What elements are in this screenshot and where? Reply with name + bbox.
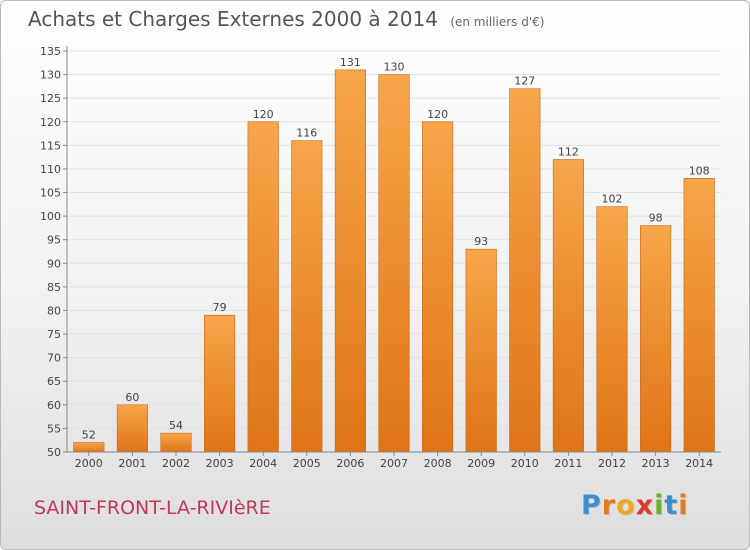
bar-value-label: 112	[558, 146, 579, 159]
x-tick-label: 2006	[336, 457, 364, 470]
x-tick-label: 2005	[293, 457, 321, 470]
logo-letter: o	[616, 490, 636, 521]
bar-value-label: 79	[213, 301, 227, 314]
bar	[422, 121, 454, 453]
bar	[552, 159, 584, 453]
y-tick-label: 130	[40, 69, 61, 82]
x-tick-label: 2011	[554, 457, 582, 470]
y-tick-label: 50	[47, 446, 61, 459]
x-tick-label: 2010	[511, 457, 539, 470]
logo-letter: i	[678, 490, 689, 521]
chart-title-block: Achats et Charges Externes 2000 à 2014 (…	[28, 7, 544, 31]
y-tick-label: 90	[47, 257, 61, 270]
bar	[160, 432, 192, 453]
bar-value-label: 98	[649, 212, 663, 225]
bar	[596, 206, 628, 453]
bar-value-label: 131	[340, 56, 361, 69]
bar-value-label: 108	[689, 164, 710, 177]
city-name: SAINT-FRONT-LA-RIVIèRE	[34, 497, 271, 519]
x-tick-label: 2008	[424, 457, 452, 470]
x-tick-label: 2013	[642, 457, 670, 470]
bar-value-label: 120	[427, 108, 448, 121]
bar	[291, 140, 323, 453]
x-tick-label: 2007	[380, 457, 408, 470]
proxiti-logo: Proxiti	[581, 490, 689, 521]
x-tick-label: 2004	[249, 457, 277, 470]
bar	[204, 314, 236, 453]
logo-letter: x	[635, 490, 655, 521]
logo-letter: P	[581, 490, 602, 521]
bar-value-label: 116	[296, 127, 317, 140]
bars-layer: 52 60 54 79 120 116 131 130 120 93 127 112 102 98 108	[73, 56, 715, 453]
y-tick-label: 70	[47, 352, 61, 365]
bar	[465, 248, 497, 453]
x-tick-label: 2014	[685, 457, 713, 470]
chart-title: Achats et Charges Externes 2000 à 2014	[28, 7, 438, 31]
x-tick-label: 2009	[467, 457, 495, 470]
y-tick-label: 105	[40, 187, 61, 200]
bar-value-label: 127	[514, 75, 535, 88]
y-tick-label: 135	[40, 45, 61, 58]
y-tick-label: 75	[47, 328, 61, 341]
y-tick-label: 125	[40, 92, 61, 105]
bar	[73, 442, 105, 453]
y-tick-label: 110	[40, 163, 61, 176]
y-tick-label: 65	[47, 375, 61, 388]
x-tick-label: 2001	[118, 457, 146, 470]
logo-letter: r	[601, 490, 617, 521]
bar-value-label: 120	[253, 108, 274, 121]
bar-value-label: 130	[384, 61, 405, 74]
chart-subtitle: (en milliers d'€)	[450, 15, 545, 29]
bar	[247, 121, 279, 453]
y-tick-label: 60	[47, 399, 61, 412]
bar-value-label: 93	[474, 235, 488, 248]
y-tick-label: 80	[47, 304, 61, 317]
axis-layer: 50 55 60 65 70 75 80 85 90 95 100 105 110 115 120 125 13…	[40, 45, 721, 470]
bar-value-label: 52	[82, 429, 96, 442]
bar	[683, 178, 715, 453]
x-tick-label: 2003	[206, 457, 234, 470]
x-tick-label: 2000	[75, 457, 103, 470]
y-tick-label: 85	[47, 281, 61, 294]
bar	[640, 225, 672, 453]
x-tick-label: 2012	[598, 457, 626, 470]
y-tick-label: 100	[40, 210, 61, 223]
logo-letter: i	[654, 490, 665, 521]
y-tick-label: 95	[47, 234, 61, 247]
y-tick-label: 115	[40, 139, 61, 152]
x-tick-label: 2002	[162, 457, 190, 470]
bar	[334, 69, 366, 453]
bar-value-label: 102	[602, 193, 623, 206]
bar	[378, 74, 410, 453]
bar	[509, 88, 541, 453]
logo-letter: t	[664, 490, 679, 521]
y-tick-label: 120	[40, 116, 61, 129]
y-tick-label: 55	[47, 422, 61, 435]
bar-value-label: 54	[169, 419, 183, 432]
bar-value-label: 60	[125, 391, 139, 404]
bar	[116, 404, 148, 453]
